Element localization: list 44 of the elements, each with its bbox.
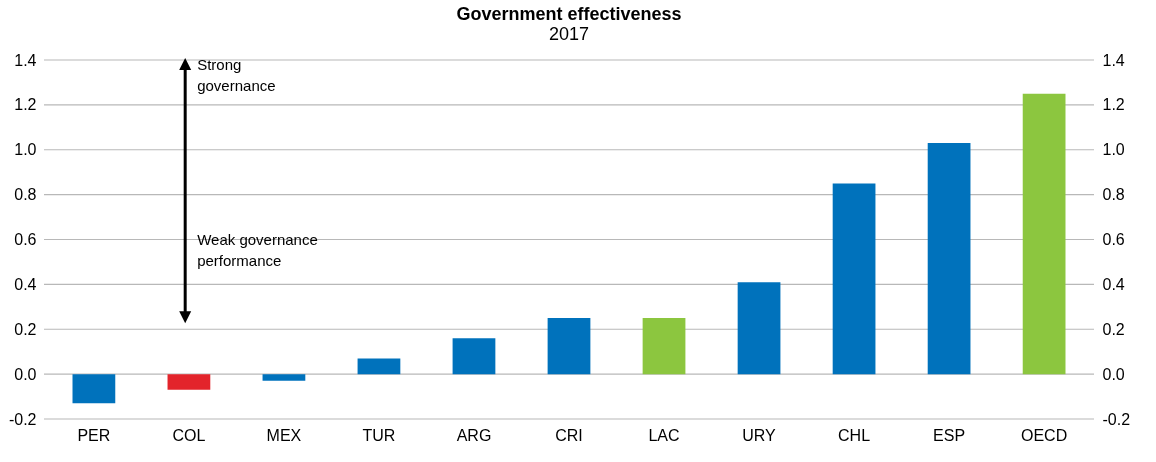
y-tick-label: 1.2 [14,96,37,114]
x-tick-label: TUR [362,426,396,444]
y2-tick-label: 0.2 [1102,320,1125,338]
x-tick-label: URY [742,426,777,444]
bar [72,374,116,404]
bar [357,358,401,375]
y-tick-label: 0.8 [14,186,37,204]
bar [452,338,496,375]
y2-tick-label: -0.2 [1102,410,1131,428]
y2-tick-label: 0.0 [1102,365,1125,383]
y2-tick-label: 1.4 [1102,51,1125,69]
bar [547,318,591,375]
x-tick-label: COL [172,426,206,444]
x-tick-label: CRI [555,426,583,444]
x-tick-label: OECD [1021,426,1068,444]
annotation: Weak governance performance [197,230,318,269]
annotation: Strong governance [197,56,276,94]
bar [167,374,211,390]
bar [832,183,876,375]
y2-tick-label: 1.2 [1102,96,1125,114]
bar [927,143,971,375]
y2-tick-label: 0.6 [1102,231,1125,248]
y-tick-label: 0.6 [14,231,37,248]
x-tick-label: MEX [266,426,302,444]
y2-tick-label: 0.4 [1102,275,1125,293]
x-tick-label: PER [77,426,111,444]
bar [262,374,306,381]
y-tick-label: -0.2 [8,410,37,428]
y2-tick-label: 1.0 [1102,141,1125,159]
chart-title: Government effectiveness [456,4,682,24]
y-tick-label: 0.0 [14,365,37,383]
x-tick-label: ESP [933,426,966,444]
x-tick-label: ARG [456,426,492,444]
chart-subtitle: 2017 [548,24,590,44]
y-tick-label: 1.4 [14,51,37,69]
bar [737,282,781,375]
y-tick-label: 0.2 [14,320,37,338]
x-tick-label: CHL [838,426,871,444]
y-tick-label: 0.4 [14,275,37,293]
x-tick-label: LAC [648,426,680,444]
bar [642,318,686,375]
bar [1022,93,1066,375]
y2-tick-label: 0.8 [1102,186,1125,204]
y-tick-label: 1.0 [14,141,37,159]
